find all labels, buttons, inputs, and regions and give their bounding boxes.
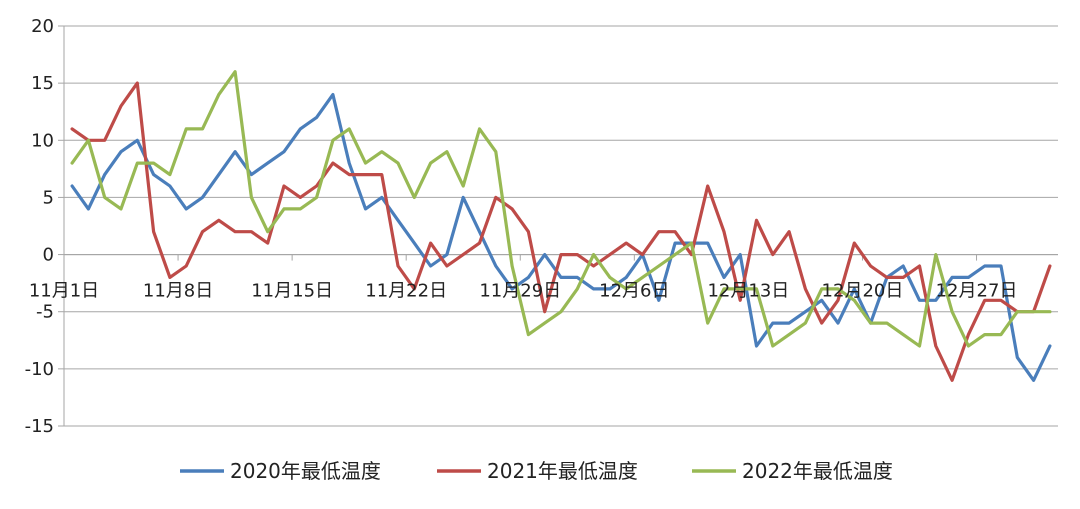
y-tick-label: 10	[31, 130, 54, 151]
x-tick-label: 11月1日	[29, 281, 99, 302]
x-tick-label: 12月20日	[822, 281, 904, 302]
legend-label: 2020年最低温度	[230, 459, 381, 483]
y-tick-label: -10	[25, 359, 54, 380]
legend-label: 2021年最低温度	[487, 459, 638, 483]
y-tick-label: 0	[43, 245, 54, 266]
y-tick-labels: 20 15 10 5 0 -5 -10 -15	[25, 16, 54, 437]
x-tick-label: 11月29日	[479, 281, 561, 302]
series-line-3	[70, 70, 1052, 348]
legend: 2020年最低温度 2021年最低温度 2022年最低温度	[180, 459, 893, 483]
x-tick-label: 12月27日	[936, 281, 1018, 302]
x-tick-label: 11月15日	[251, 281, 333, 302]
series-line-1	[70, 92, 1052, 382]
y-tick-label: 15	[31, 73, 54, 94]
x-tick-label: 12月6日	[599, 281, 669, 302]
y-tick-label: 5	[43, 187, 54, 208]
series-line-2	[70, 81, 1052, 382]
legend-label: 2022年最低温度	[742, 459, 893, 483]
y-tick-label: 20	[31, 16, 54, 37]
x-tick-label: 11月8日	[143, 281, 213, 302]
x-tick-label: 12月13日	[707, 281, 789, 302]
y-tick-label: -5	[36, 302, 54, 323]
x-tick-labels: 11月1日 11月8日 11月15日 11月22日 11月29日 12月6日 12月13日 1…	[29, 281, 1018, 302]
series-lines	[70, 70, 1052, 382]
y-tick-label: -15	[25, 416, 54, 437]
x-tick-label: 11月22日	[365, 281, 447, 302]
